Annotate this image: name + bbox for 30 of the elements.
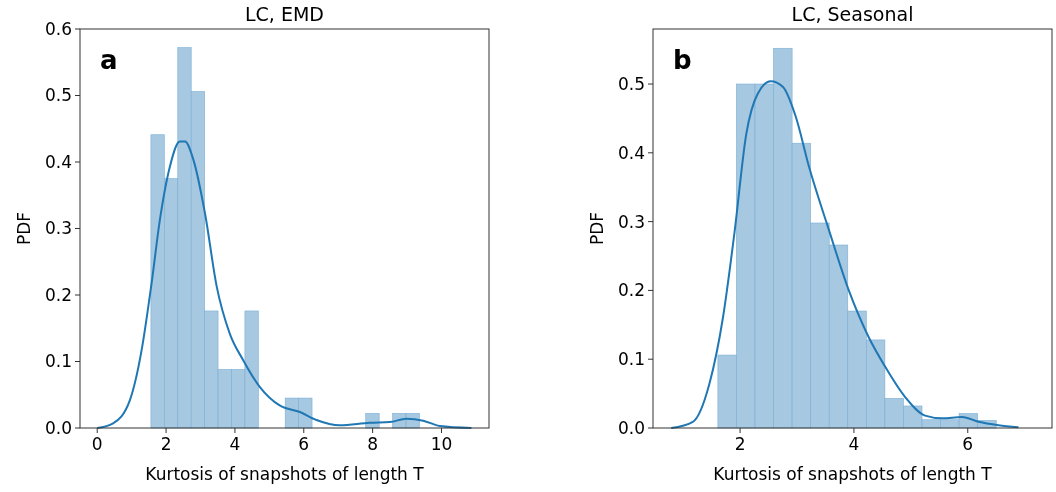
y-tick-label: 0.2 bbox=[44, 284, 72, 305]
y-tick-label: 0.3 bbox=[617, 211, 645, 232]
x-tick-label: 8 bbox=[367, 434, 379, 454]
y-tick-label: 0.5 bbox=[44, 85, 72, 106]
x-tick-label: 2 bbox=[160, 434, 172, 454]
chart-title: LC, Seasonal bbox=[791, 3, 914, 25]
x-tick-label: 6 bbox=[298, 434, 310, 454]
x-axis-title: Kurtosis of snapshots of length T bbox=[713, 464, 993, 484]
x-tick-label: 4 bbox=[848, 434, 860, 454]
chart-title: LC, EMD bbox=[245, 3, 324, 25]
y-tick-label: 0.6 bbox=[44, 18, 72, 39]
x-axis-title: Kurtosis of snapshots of length T bbox=[145, 464, 425, 484]
y-tick-label: 0.0 bbox=[44, 417, 72, 438]
y-tick-label: 0.1 bbox=[617, 349, 645, 370]
y-tick-label: 0.4 bbox=[617, 142, 645, 163]
y-tick-label: 0.0 bbox=[617, 417, 645, 438]
x-tick-label: 10 bbox=[430, 434, 453, 454]
y-tick-label: 0.1 bbox=[44, 351, 72, 372]
x-tick-label: 4 bbox=[229, 434, 241, 454]
y-tick-label: 0.3 bbox=[44, 218, 72, 239]
y-tick-label: 0.5 bbox=[617, 73, 645, 94]
annotation: a bbox=[100, 45, 118, 75]
x-tick-label: 0 bbox=[91, 434, 103, 454]
y-tick-label: 0.4 bbox=[44, 151, 72, 172]
x-tick-label: 6 bbox=[962, 434, 974, 454]
annotation: b bbox=[673, 45, 692, 75]
y-axis-title: PDF bbox=[587, 211, 607, 246]
x-tick-label: 2 bbox=[734, 434, 746, 454]
y-tick-label: 0.2 bbox=[617, 280, 645, 301]
y-axis-title: PDF bbox=[14, 211, 34, 246]
